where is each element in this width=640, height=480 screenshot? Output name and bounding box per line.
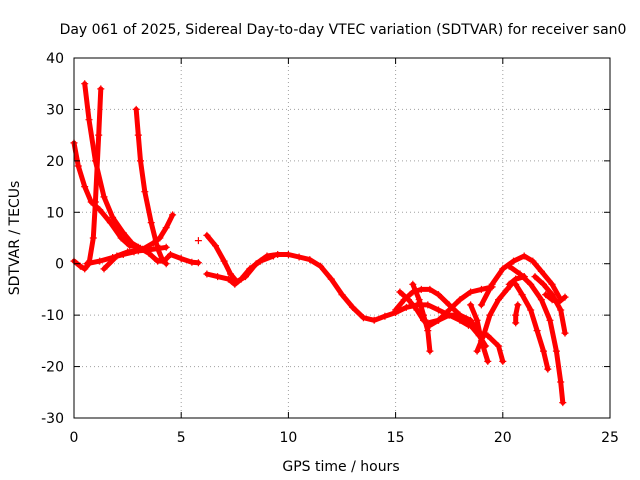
markers-arc-18 bbox=[512, 280, 552, 373]
markers-arc-4 bbox=[83, 211, 177, 268]
x-tick-label: 10 bbox=[279, 430, 297, 446]
y-tick-label: 40 bbox=[46, 51, 64, 67]
series-arc-8 bbox=[204, 232, 471, 328]
x-tick-label: 20 bbox=[494, 430, 512, 446]
data-series bbox=[71, 81, 568, 406]
x-axis: 0 5 10 15 20 25 bbox=[70, 58, 619, 446]
y-tick-label: -30 bbox=[41, 411, 64, 427]
markers-arc-12 bbox=[409, 280, 434, 355]
chart-title: Day 061 of 2025, Sidereal Day-to-day VTE… bbox=[60, 22, 627, 38]
markers-arc-7 bbox=[194, 237, 202, 245]
y-axis: 40 30 20 10 0 -10 -20 -30 bbox=[41, 51, 610, 427]
markers-arc-1 bbox=[70, 139, 142, 251]
markers-arc-9 bbox=[203, 252, 277, 288]
markers-arc-17 bbox=[505, 262, 567, 407]
markers-arc-3 bbox=[81, 80, 202, 267]
x-tick-label: 25 bbox=[601, 430, 619, 446]
x-tick-label: 15 bbox=[387, 430, 405, 446]
series-arc-1 bbox=[71, 140, 141, 250]
grid-lines bbox=[74, 58, 610, 418]
y-tick-label: 10 bbox=[46, 205, 64, 221]
markers-arc-14 bbox=[467, 301, 492, 365]
y-tick-label: 30 bbox=[46, 102, 64, 118]
markers-arc-22 bbox=[505, 273, 528, 288]
x-axis-label: GPS time / hours bbox=[282, 459, 399, 475]
y-axis-label: SDTVAR / TECUs bbox=[7, 181, 23, 296]
markers-arc-6 bbox=[132, 105, 170, 268]
y-tick-label: -10 bbox=[41, 308, 64, 324]
markers-arc-16 bbox=[477, 252, 565, 309]
markers-arc-20 bbox=[531, 273, 569, 337]
markers-arc-11 bbox=[396, 288, 507, 365]
series-arc-6 bbox=[133, 106, 169, 267]
y-tick-label: -20 bbox=[41, 360, 64, 376]
y-tick-label: 0 bbox=[55, 257, 64, 273]
markers-arc-21 bbox=[542, 291, 569, 306]
x-tick-label: 0 bbox=[70, 430, 79, 446]
series-arc-9 bbox=[204, 253, 276, 287]
x-tick-label: 5 bbox=[177, 430, 186, 446]
data-markers bbox=[70, 80, 569, 407]
plot-frame bbox=[73, 57, 611, 419]
y-tick-label: 20 bbox=[46, 154, 64, 170]
series-arc-18 bbox=[513, 281, 551, 372]
markers-arc-19 bbox=[512, 301, 522, 327]
